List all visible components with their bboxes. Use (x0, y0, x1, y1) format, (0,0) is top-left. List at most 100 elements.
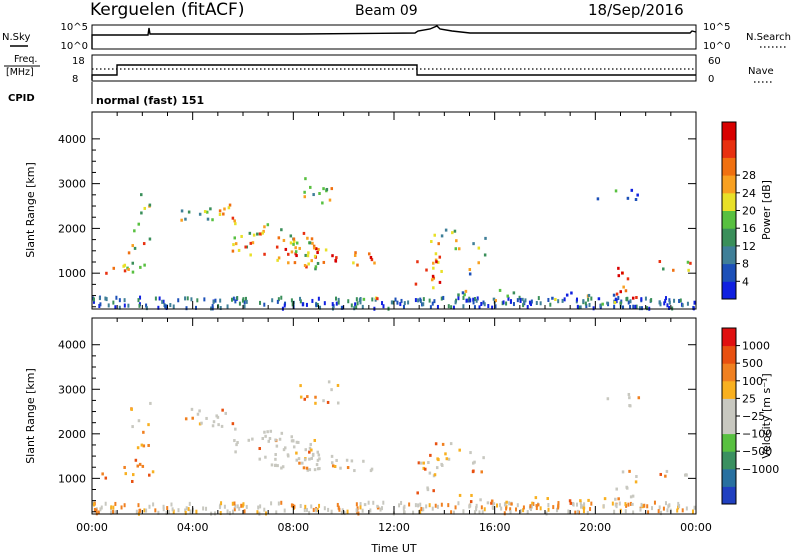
data-cell (109, 510, 112, 515)
data-cell (621, 271, 624, 275)
data-cell (614, 497, 617, 501)
data-cell (221, 408, 224, 412)
data-cell (258, 447, 261, 451)
data-cell (234, 222, 237, 226)
data-cell (433, 299, 436, 304)
data-cell (436, 304, 439, 309)
data-cell (323, 506, 326, 511)
data-cell (650, 298, 653, 303)
data-cell (322, 187, 325, 191)
data-cell (233, 219, 236, 223)
data-cell (372, 500, 375, 505)
data-cell (220, 424, 224, 428)
data-cell (307, 262, 310, 266)
data-cell (664, 474, 667, 478)
data-cell (319, 305, 322, 310)
data-cell (478, 510, 481, 515)
data-cell (263, 252, 266, 256)
data-cell (546, 497, 549, 501)
data-cell (392, 300, 395, 305)
data-cell (376, 297, 379, 301)
data-cell (627, 392, 631, 396)
data-cell (180, 218, 183, 222)
data-cell (647, 510, 650, 515)
data-cell (98, 296, 101, 301)
data-cell (563, 297, 566, 302)
data-cell (223, 207, 226, 211)
colorbar-swatch (722, 451, 736, 470)
data-cell (359, 502, 362, 507)
data-cell (432, 261, 435, 265)
data-cell (568, 499, 572, 503)
data-cell (531, 501, 534, 506)
data-cell (419, 461, 423, 465)
data-cell (258, 232, 262, 236)
data-cell (382, 500, 385, 505)
data-cell (636, 193, 639, 197)
velocity-axes: 1000 2000 3000 4000 00:00 04:00 08:00 12:00 16:0… (58, 318, 712, 534)
ytick-label: 1000 (58, 472, 86, 485)
data-cell (165, 304, 168, 309)
data-cell (347, 299, 350, 304)
velocity-frame (91, 317, 697, 515)
data-cell (143, 263, 146, 267)
data-cell (205, 416, 208, 420)
velocity-colorbar-label: Velocity [m s⁻¹] (760, 373, 773, 458)
power-data-cells (92, 177, 696, 311)
data-cell (227, 206, 231, 210)
data-cell (336, 401, 340, 405)
data-cell (436, 504, 439, 509)
data-cell (681, 508, 684, 513)
colorbar-swatch (722, 210, 736, 229)
data-cell (261, 231, 264, 235)
data-cell (258, 457, 262, 461)
data-cell (265, 511, 268, 516)
data-cell (292, 237, 296, 241)
data-cell (425, 504, 428, 509)
freq-panel: Freq. [MHz] 18 8 60 0 Nave (4, 54, 774, 85)
data-cell (240, 234, 243, 238)
data-cell (310, 259, 313, 263)
data-cell (205, 210, 209, 214)
data-cell (290, 503, 293, 508)
data-cell (276, 299, 279, 304)
data-cell (140, 443, 144, 447)
data-cell (299, 395, 303, 399)
data-cell (509, 510, 512, 515)
data-cell (305, 507, 308, 512)
data-cell (376, 504, 379, 508)
data-cell (189, 509, 192, 514)
colorbar-tick: 12 (742, 240, 756, 253)
data-cell (530, 504, 533, 509)
data-cell (479, 498, 482, 502)
data-cell (105, 297, 108, 302)
data-cell (330, 388, 333, 392)
data-cell (316, 303, 319, 308)
data-cell (196, 412, 200, 416)
data-cell (435, 466, 439, 470)
data-cell (294, 252, 297, 256)
data-cell (118, 298, 121, 303)
data-cell (430, 278, 434, 282)
data-cell (407, 300, 410, 305)
data-cell (245, 299, 248, 304)
data-cell (515, 507, 518, 512)
data-cell (301, 461, 304, 465)
data-cell (340, 510, 343, 515)
data-cell (143, 206, 147, 210)
data-cell (508, 501, 511, 506)
data-cell (295, 254, 298, 258)
data-cell (161, 299, 164, 304)
colorbar-swatch (722, 398, 736, 417)
data-cell (646, 504, 649, 509)
data-cell (350, 303, 353, 308)
data-cell (212, 420, 216, 424)
data-cell (685, 473, 688, 477)
data-cell (438, 255, 442, 259)
data-cell (294, 246, 297, 250)
data-cell (185, 306, 188, 311)
data-cell (294, 250, 298, 254)
data-cell (302, 466, 306, 470)
data-cell (588, 302, 591, 307)
data-cell (575, 502, 578, 507)
